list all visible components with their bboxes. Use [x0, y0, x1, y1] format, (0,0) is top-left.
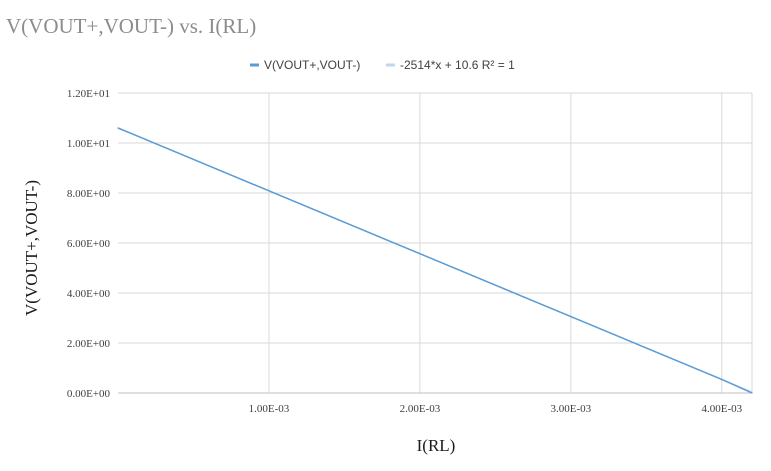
y-tick-label: 0.00E+00	[67, 388, 111, 400]
y-tick-label: 6.00E+00	[67, 238, 111, 250]
data-point	[751, 392, 753, 394]
data-point	[117, 127, 119, 129]
x-tick-label: 3.00E-03	[551, 403, 592, 415]
data-point	[721, 378, 723, 380]
series-line	[117, 127, 753, 394]
legend: V(VOUT+,VOUT-) -2514*x + 10.6 R² = 1	[250, 58, 515, 72]
data-point	[570, 315, 572, 318]
data-point	[419, 253, 421, 255]
x-axis-title: I(RL)	[417, 436, 456, 455]
x-tick-label: 2.00E-03	[400, 403, 441, 415]
y-axis-title: V(VOUT+,VOUT-)	[22, 180, 41, 316]
data-point	[268, 190, 270, 192]
y-tick-label: 2.00E+00	[67, 338, 111, 350]
legend-label-trendline: -2514*x + 10.6 R² = 1	[400, 58, 515, 72]
y-tick-label: 1.20E+01	[67, 88, 110, 100]
x-tick-label: 1.00E-03	[249, 403, 290, 415]
y-tick-label: 8.00E+00	[67, 188, 111, 200]
y-tick-label: 1.00E+01	[67, 138, 110, 150]
legend-label-series: V(VOUT+,VOUT-)	[264, 58, 360, 72]
x-tick-label: 4.00E-03	[701, 403, 742, 415]
y-tick-label: 4.00E+00	[67, 288, 111, 300]
chart-title: V(VOUT+,VOUT-) vs. I(RL)	[6, 14, 257, 38]
